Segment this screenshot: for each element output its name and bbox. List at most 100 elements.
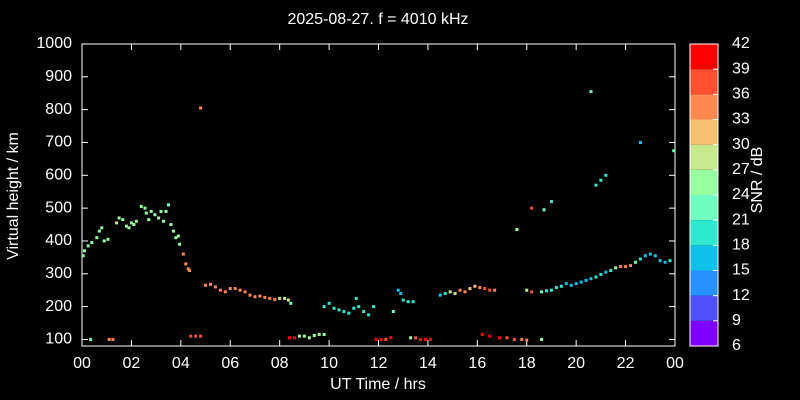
point	[134, 219, 138, 223]
point	[81, 254, 85, 258]
point	[132, 223, 136, 227]
point	[473, 284, 477, 288]
point	[199, 106, 203, 110]
point	[428, 337, 432, 341]
point	[493, 288, 497, 292]
point	[357, 305, 361, 309]
y-tick-label: 200	[45, 298, 72, 315]
point	[174, 236, 178, 240]
y-tick-label: 1000	[36, 35, 72, 52]
point	[463, 290, 467, 294]
point	[199, 334, 203, 338]
x-tick-label: 00	[666, 355, 684, 372]
point	[89, 337, 93, 341]
point	[554, 286, 558, 290]
point	[106, 237, 110, 241]
point	[288, 336, 292, 340]
point	[515, 227, 519, 231]
colorbar-band	[690, 270, 718, 296]
point	[604, 270, 608, 274]
colorbar-band	[690, 295, 718, 321]
point	[530, 206, 534, 210]
point	[604, 173, 608, 177]
colorbar-tick-label: 15	[732, 262, 750, 279]
colorbar-band	[690, 220, 718, 246]
point	[186, 267, 190, 271]
point	[204, 283, 208, 287]
x-tick-label: 16	[468, 355, 486, 372]
y-tick-label: 500	[45, 199, 72, 216]
point	[352, 306, 356, 310]
colorbar-tick-label: 27	[732, 161, 750, 178]
x-tick-label: 18	[518, 355, 536, 372]
colorbar-tick-label: 6	[732, 337, 741, 354]
y-tick-label: 700	[45, 134, 72, 151]
point	[218, 288, 222, 292]
point	[124, 224, 128, 228]
point	[100, 226, 104, 230]
point	[82, 249, 86, 253]
colorbar-tick-label: 21	[732, 211, 750, 228]
x-tick-label: 22	[617, 355, 635, 372]
point	[97, 229, 101, 233]
point	[569, 283, 573, 287]
point	[638, 140, 642, 144]
point	[478, 286, 482, 290]
point	[268, 296, 272, 300]
x-tick-label: 06	[221, 355, 239, 372]
colorbar-tick-label: 39	[732, 60, 750, 77]
x-tick-label: 02	[123, 355, 141, 372]
point	[409, 336, 413, 340]
point	[419, 337, 423, 341]
colorbar-band	[690, 119, 718, 145]
point	[448, 290, 452, 294]
point	[579, 280, 583, 284]
point	[624, 265, 628, 269]
point	[520, 337, 524, 341]
point	[549, 200, 553, 204]
point	[564, 282, 568, 286]
plot-frame	[81, 43, 676, 347]
colorbar-tick-label: 36	[732, 86, 750, 103]
point	[443, 291, 447, 295]
point	[663, 260, 667, 264]
y-tick-label: 900	[45, 68, 72, 85]
x-tick-label: 12	[370, 355, 388, 372]
point	[372, 305, 376, 309]
point	[166, 203, 170, 207]
colorbar-band	[690, 169, 718, 195]
colorbar-band	[690, 44, 718, 70]
point	[614, 266, 618, 270]
point	[86, 244, 90, 248]
colorbar-band	[690, 245, 718, 271]
point	[159, 209, 163, 213]
point	[258, 294, 262, 298]
y-tick-label: 100	[45, 331, 72, 348]
point	[90, 241, 94, 245]
point	[396, 288, 400, 292]
point	[406, 300, 410, 304]
point	[399, 291, 403, 295]
point	[633, 260, 637, 264]
point	[411, 300, 415, 304]
x-axis-label: UT Time / hrs	[330, 376, 426, 393]
point	[95, 236, 99, 240]
point	[194, 334, 198, 338]
point	[453, 291, 457, 295]
point	[619, 265, 623, 269]
point	[384, 337, 388, 341]
point	[162, 219, 166, 223]
x-tick-label: 10	[320, 355, 338, 372]
colorbar-band	[690, 320, 718, 346]
point	[438, 293, 442, 297]
point	[292, 336, 296, 340]
x-tick-label: 00	[73, 355, 91, 372]
point	[184, 262, 188, 266]
point	[589, 277, 593, 281]
point	[468, 287, 472, 291]
point	[153, 213, 157, 217]
point	[599, 272, 603, 276]
point	[423, 337, 427, 341]
point	[317, 333, 321, 337]
point	[525, 288, 529, 292]
